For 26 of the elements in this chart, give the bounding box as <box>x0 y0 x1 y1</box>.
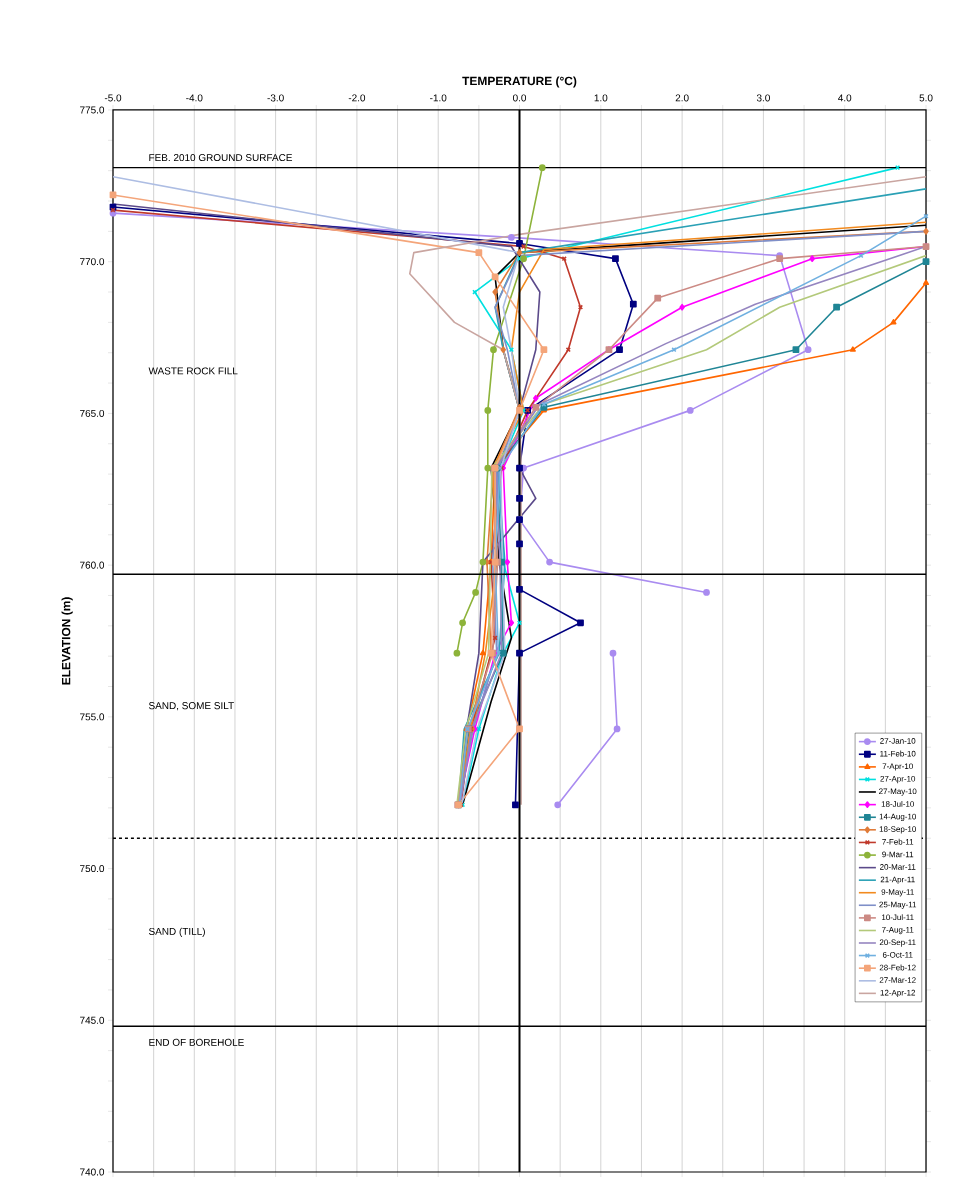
y-tick-label: 745.0 <box>80 1016 105 1024</box>
x-tick-label: -5.0 <box>104 94 122 102</box>
y-tick-label: 760.0 <box>80 561 105 569</box>
y-tick-label: 750.0 <box>80 865 105 873</box>
x-tick-label: 4.0 <box>838 94 852 102</box>
x-tick-label: -1.0 <box>430 94 447 102</box>
x-tick-label: 1.0 <box>594 94 608 102</box>
x-tick-label: -4.0 <box>186 94 203 102</box>
annotation: SAND (TILL) <box>148 927 205 937</box>
x-tick-label: -2.0 <box>348 94 366 102</box>
annotation: WASTE ROCK FILL <box>148 367 238 375</box>
y-tick-label: 755.0 <box>80 713 105 721</box>
x-axis-title: TEMPERATURE (°C) <box>462 76 577 88</box>
y-tick-label: 765.0 <box>80 409 105 417</box>
y-axis-title: ELEVATION (m) <box>61 597 73 685</box>
x-tick-label: 3.0 <box>756 94 770 102</box>
ref-line-label: FEB. 2010 GROUND SURFACE <box>149 154 293 162</box>
ref-line-label: END OF BOREHOLE <box>149 1038 244 1046</box>
annotation: SAND, SOME SILT <box>148 702 234 711</box>
x-tick-label: 2.0 <box>675 94 689 102</box>
x-tick-label: 0.0 <box>512 94 527 102</box>
y-tick-label: 740.0 <box>80 1168 105 1176</box>
y-tick-label: 775.0 <box>80 106 105 114</box>
x-tick-label: -3.0 <box>267 94 284 102</box>
y-tick-label: 770.0 <box>80 258 105 266</box>
x-tick-label: 5.0 <box>919 94 933 102</box>
